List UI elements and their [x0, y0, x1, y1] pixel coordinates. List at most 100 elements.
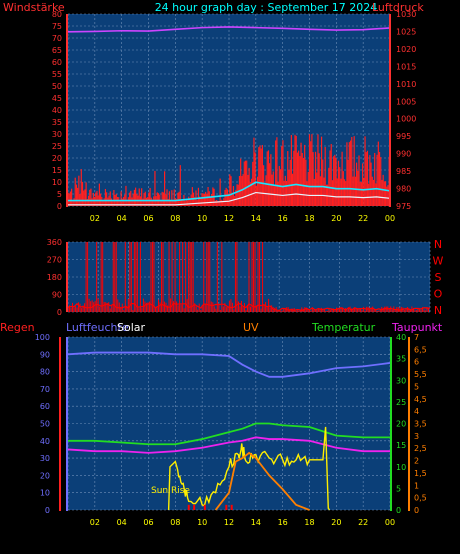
- uv-tick-label: 2,5: [414, 444, 427, 453]
- wind-tick-label: 70: [52, 34, 62, 43]
- uv-tick-label: 2: [414, 457, 419, 466]
- humidity-tick-label: 30: [40, 454, 50, 463]
- x-tick-label: 12: [224, 214, 234, 223]
- wind-tick-label: 45: [52, 94, 62, 103]
- pressure-tick-label: 1020: [396, 45, 416, 54]
- pressure-axis-ticks: 1030 1025 1020 1015 1010 1005 1000 995 990 985 980…: [396, 10, 416, 211]
- direction-tick-label: 0: [57, 308, 62, 317]
- wind-tick-label: 75: [52, 22, 62, 31]
- uv-axis-ticks: 7 6,5 6 5,5 5 4,5 4 3,5 3 2,5 2 1,5 1 0,5 0: [414, 333, 427, 515]
- x-tick-label: 00: [385, 518, 395, 527]
- pressure-tick-label: 1010: [396, 80, 416, 89]
- sun-rise-annotation: Sun Rise: [151, 486, 190, 496]
- temperature-tick-label: 35: [396, 355, 406, 364]
- uv-tick-label: 3: [414, 432, 419, 441]
- pressure-tick-label: 995: [396, 132, 411, 141]
- x-tick-label: 20: [331, 518, 341, 527]
- x-tick-label: 20: [331, 214, 341, 223]
- humidity-tick-label: 70: [40, 385, 50, 394]
- x-tick-label: 16: [278, 214, 288, 223]
- temperature-tick-label: 5: [396, 484, 401, 493]
- temperature-tick-label: 25: [396, 398, 406, 407]
- solar-line: [167, 426, 331, 511]
- humidity-tick-label: 40: [40, 437, 50, 446]
- x-tick-label: 22: [358, 214, 368, 223]
- uv-tick-label: 4,5: [414, 395, 427, 404]
- rain-label: Regen: [0, 321, 35, 334]
- temperature-tick-label: 10: [396, 463, 406, 472]
- uv-tick-label: 5: [414, 382, 419, 391]
- x-tick-label: 06: [143, 518, 153, 527]
- x-tick-label: 00: [385, 214, 395, 223]
- wind-tick-label: 5: [57, 190, 62, 199]
- wind-tick-label: 10: [52, 178, 62, 187]
- wind-tick-label: 0: [57, 202, 62, 211]
- wind-tick-label: 15: [52, 166, 62, 175]
- wind-tick-label: 55: [52, 70, 62, 79]
- humidity-tick-label: 10: [40, 489, 50, 498]
- wind-tick-label: 30: [52, 130, 62, 139]
- compass-letter: N: [434, 304, 442, 317]
- temperature-tick-label: 40: [396, 333, 406, 342]
- x-tick-label: 10: [197, 214, 207, 223]
- x-tick-label: 04: [117, 518, 127, 527]
- wind-tick-label: 35: [52, 118, 62, 127]
- pressure-axis-label: Luftdruck: [372, 1, 424, 14]
- wind-speed-line: [68, 181, 391, 202]
- pressure-tick-label: 1030: [396, 10, 416, 19]
- humidity-tick-label: 60: [40, 402, 50, 411]
- x-tick-label: 06: [143, 214, 153, 223]
- x-tick-label: 10: [197, 518, 207, 527]
- dewpoint-line: [67, 436, 390, 454]
- direction-tick-label: 180: [47, 273, 62, 282]
- wind-series: [67, 26, 391, 206]
- uv-tick-label: 4: [414, 407, 419, 416]
- compass-letter: O: [434, 288, 443, 301]
- humidity-tick-label: 20: [40, 471, 50, 480]
- uv-tick-label: 1: [414, 481, 419, 490]
- temperature-tick-label: 0: [396, 506, 401, 515]
- pressure-tick-label: 1025: [396, 27, 416, 36]
- pressure-tick-label: 975: [396, 202, 411, 211]
- pressure-tick-label: 1015: [396, 62, 416, 71]
- pressure-tick-label: 985: [396, 167, 411, 176]
- climate-x-axis-ticks: 02 04 06 08 10 12 14 16 18 20 22 00: [90, 518, 395, 527]
- temperature-tick-label: 20: [396, 420, 406, 429]
- direction-axis-ticks: 360 270 180 90 0: [47, 238, 62, 317]
- direction-tick-label: 270: [47, 256, 62, 265]
- temperature-axis-ticks: 40 35 30 25 20 15 10 5 0: [396, 333, 406, 515]
- climate-series: [67, 351, 391, 511]
- wind-x-axis-ticks: 02 04 06 08 10 12 14 16 18 20 22 00: [90, 214, 395, 223]
- wind-tick-label: 25: [52, 142, 62, 151]
- uv-tick-label: 0: [414, 506, 419, 515]
- temperature-tick-label: 15: [396, 441, 406, 450]
- compass-letter: N: [434, 238, 442, 251]
- uv-tick-label: 1,5: [414, 469, 427, 478]
- temperature-line: [68, 422, 390, 446]
- humidity-tick-label: 90: [40, 350, 50, 359]
- climate-grid: [67, 336, 391, 511]
- wind-tick-label: 50: [52, 82, 62, 91]
- wind-tick-label: 60: [52, 58, 62, 67]
- uv-tick-label: 6: [414, 358, 419, 367]
- uv-tick-label: 7: [414, 333, 419, 342]
- pressure-tick-label: 990: [396, 150, 411, 159]
- x-tick-label: 14: [251, 518, 261, 527]
- x-tick-label: 02: [90, 214, 100, 223]
- x-tick-label: 16: [278, 518, 288, 527]
- humidity-tick-label: 0: [45, 506, 50, 515]
- pressure-tick-label: 980: [396, 185, 411, 194]
- x-tick-label: 18: [304, 518, 314, 527]
- wind-tick-label: 80: [52, 10, 62, 19]
- compass-letter: W: [433, 255, 444, 268]
- direction-series: [67, 242, 431, 312]
- solar-label: Solar: [117, 321, 146, 334]
- direction-line: [67, 302, 431, 312]
- uv-tick-label: 3,5: [414, 420, 427, 429]
- x-tick-label: 08: [170, 518, 180, 527]
- x-tick-label: 04: [117, 214, 127, 223]
